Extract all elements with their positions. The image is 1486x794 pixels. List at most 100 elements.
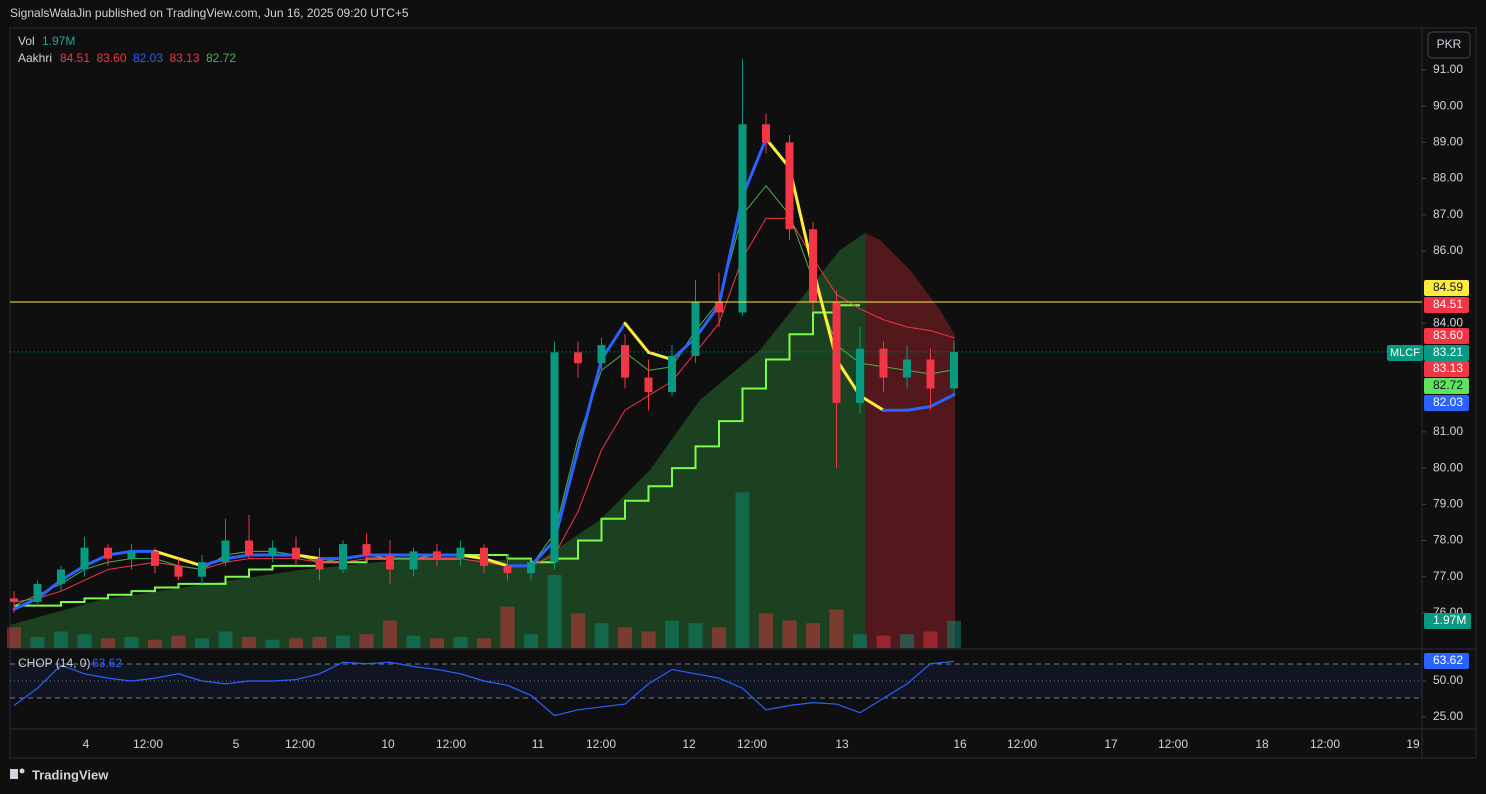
volume-bar <box>406 635 421 648</box>
volume-bar <box>547 574 562 648</box>
price-tick-label: 80.00 <box>1433 460 1463 474</box>
price-tick-label: 81.00 <box>1433 424 1463 438</box>
volume-bar <box>265 639 280 648</box>
volume-bar <box>923 631 938 648</box>
volume-bar <box>735 492 750 648</box>
candle-body <box>245 540 253 555</box>
candle-body <box>644 377 653 393</box>
volume-bar <box>101 638 115 648</box>
price-tag <box>1424 378 1469 394</box>
price-tick-label: 79.00 <box>1433 496 1463 510</box>
price-tick-label: 88.00 <box>1433 171 1463 185</box>
candle-body <box>198 562 206 577</box>
volume-bar <box>148 639 162 648</box>
volume-bar <box>500 606 515 648</box>
price-tick-label: 90.00 <box>1433 98 1463 112</box>
volume-bar <box>806 623 820 648</box>
candle-body <box>856 348 864 403</box>
candle-body <box>151 551 159 566</box>
time-label: 5 <box>233 737 240 751</box>
price-tag <box>1424 280 1469 296</box>
volume-bar <box>688 623 703 648</box>
volume-bar <box>30 636 45 648</box>
price-tag-label: 83.21 <box>1433 345 1463 359</box>
publish-info: SignalsWalaJin published on TradingView.… <box>10 6 409 20</box>
time-label: 12:00 <box>737 737 767 751</box>
candle-body <box>221 540 230 563</box>
bull-cloud <box>10 233 865 648</box>
price-tag-label: 83.13 <box>1433 361 1463 375</box>
candle-body <box>456 547 465 559</box>
candle-body <box>174 565 183 577</box>
time-label: 12:00 <box>133 737 163 751</box>
bear-cloud <box>865 233 955 648</box>
ma-segment <box>929 393 956 409</box>
candle-body <box>503 565 512 574</box>
volume-bar <box>195 638 209 648</box>
chop-tick-label: 50.00 <box>1433 673 1463 687</box>
logo <box>10 769 18 779</box>
candle-body <box>386 554 394 570</box>
volume-bar <box>336 635 350 648</box>
volume-bar <box>641 631 656 648</box>
volume-bar <box>359 634 374 648</box>
footer-brand: TradingView <box>32 767 109 782</box>
candle-body <box>597 345 606 364</box>
volume-bar <box>829 609 844 648</box>
volume-bar <box>782 620 797 648</box>
price-tick-label: 84.00 <box>1433 316 1463 330</box>
ma-segment <box>576 358 603 452</box>
volume-bar <box>947 620 961 648</box>
candle-body <box>57 569 65 584</box>
volume-bar <box>618 627 632 648</box>
volume-tag-label: 1.97M <box>1433 613 1466 627</box>
volume-bar <box>77 634 92 648</box>
candle-body <box>832 301 841 403</box>
candle-body <box>409 551 418 570</box>
chop-line <box>13 660 955 717</box>
volume-bar <box>759 613 773 648</box>
price-tag-label: 84.51 <box>1433 297 1463 311</box>
price-tag <box>1424 361 1469 377</box>
time-label: 12:00 <box>1310 737 1340 751</box>
candle-body <box>574 352 582 364</box>
chop-legend-value: 63.62 <box>92 656 122 670</box>
candle-body <box>292 547 300 559</box>
price-tag-label: 82.03 <box>1433 395 1463 409</box>
legend-value: 82.03 <box>133 51 163 65</box>
price-tag <box>1424 328 1469 344</box>
candle-body <box>809 229 817 302</box>
price-tick-label: 91.00 <box>1433 62 1463 76</box>
currency-label[interactable]: PKR <box>1437 37 1462 51</box>
chop-legend-label: CHOP (14, 0) <box>18 656 90 670</box>
candle-body <box>621 345 629 378</box>
time-label: 13 <box>835 737 849 751</box>
candle-body <box>926 359 935 389</box>
price-tag-label: 82.72 <box>1433 378 1463 392</box>
volume-bar <box>712 627 726 648</box>
candle-body <box>268 547 277 555</box>
volume-bar <box>171 635 186 648</box>
ma-segment <box>623 321 650 354</box>
volume-bar <box>594 623 609 648</box>
currency-button[interactable] <box>1427 31 1471 59</box>
logo <box>19 768 25 774</box>
candle-body <box>668 355 676 393</box>
volume-bar <box>312 636 327 648</box>
volume-bar <box>7 627 21 648</box>
volume-tag <box>1424 613 1471 629</box>
candle-body <box>315 558 324 570</box>
price-tick-label: 87.00 <box>1433 207 1463 221</box>
candle-body <box>903 359 911 378</box>
candle-body <box>527 562 535 574</box>
legend-label: Vol <box>18 34 35 48</box>
volume-bar <box>477 638 491 648</box>
chop-tag <box>1424 653 1469 669</box>
candle-body <box>480 547 488 566</box>
stair-line <box>14 304 860 607</box>
candle-body <box>33 583 42 603</box>
volume-bar <box>242 636 256 648</box>
legend-label: Aakhri <box>18 51 52 65</box>
candle-body <box>362 544 371 555</box>
